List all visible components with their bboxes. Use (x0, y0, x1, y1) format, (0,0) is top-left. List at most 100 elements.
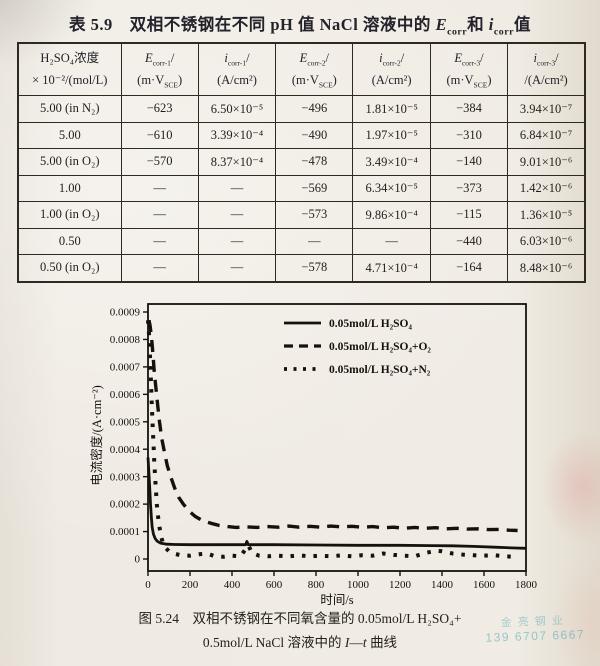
table-cell: −373 (429, 174, 509, 202)
table-cell: — (352, 227, 431, 255)
table-cell: 5.00 (in N₂) (17, 95, 122, 123)
table-cell: −578 (275, 254, 354, 282)
column-header: H₂SO₄浓度 × 10⁻²/(mol/L) (17, 42, 122, 96)
chart-legend: 0.05mol/L H₂SO₄ 0.05mol/L H₂SO₄+O₂ 0.05mol… (284, 318, 431, 376)
table-cell: 1.42×10⁻⁶ (507, 174, 586, 202)
table-cell: — (120, 254, 199, 282)
table-cell: 5.00 (17, 121, 122, 149)
column-header: icorr-1/(A/cm²) (197, 42, 277, 96)
legend-label: 0.05mol/L H₂SO₄+O₂ (329, 341, 431, 353)
table-cell: — (120, 174, 199, 202)
table-cell: 6.84×10⁻⁷ (507, 121, 586, 149)
table-cell: — (120, 227, 199, 255)
y-tick-label: 0.0008 (110, 334, 141, 346)
table-cell: −115 (429, 201, 509, 229)
table-cell: 8.37×10⁻⁴ (197, 148, 277, 176)
table-cell: 3.39×10⁻⁴ (197, 121, 277, 149)
table-row: 1.00 (in O₂) — — −573 9.86×10⁻⁴ −115 1.36×10⁻⁵ (17, 201, 586, 229)
y-tick-label: 0.0007 (110, 361, 141, 373)
table-cell: 1.81×10⁻⁵ (352, 95, 431, 123)
table-cell: 3.49×10⁻⁴ (352, 148, 431, 176)
table-cell: — (120, 201, 199, 229)
x-tick-label: 400 (224, 579, 241, 591)
table-cell: −610 (120, 121, 199, 149)
table-row: 1.00— — −569 6.34×10⁻⁵ −373 1.42×10⁻⁶ (17, 174, 586, 202)
it-curve-chart: 0 0.0001 0.0002 0.0003 0.0004 0.0005 0.0006 0.0… (88, 294, 558, 612)
y-tick-label: 0.0004 (110, 444, 141, 456)
table-cell: 4.71×10⁻⁴ (352, 254, 431, 282)
figure-caption-line1: 图 5.24 双相不锈钢在不同氧含量的 0.05mol/L H₂SO₄+ (138, 611, 462, 626)
x-tick-label: 600 (266, 579, 283, 591)
table-row: 5.00 (in N₂) −623 6.50×10⁻⁵ −496 1.81×10⁻⁵ −3… (17, 95, 586, 123)
x-axis-title: 时间/s (320, 593, 353, 607)
column-header: Ecorr-3/(m·VSCE) (429, 42, 509, 96)
x-tick-label: 1600 (473, 579, 496, 591)
y-tick-label: 0.0001 (110, 526, 140, 538)
series-solid (146, 457, 527, 550)
y-tick-label: 0 (135, 554, 141, 566)
table-cell: 9.01×10⁻⁶ (507, 148, 586, 176)
figure-caption: 图 5.24 双相不锈钢在不同氧含量的 0.05mol/L H₂SO₄+ 0.5… (0, 607, 600, 656)
table-cell: 0.50 (17, 227, 122, 255)
column-header: Ecorr-2/(m·VSCE) (275, 42, 354, 96)
x-tick-label: 1400 (431, 579, 454, 591)
chart-axes: 0 0.0001 0.0002 0.0003 0.0004 0.0005 0.0006 0.0… (89, 303, 538, 607)
table-cell: — (197, 201, 277, 229)
table-cell: 9.86×10⁻⁴ (352, 201, 431, 229)
column-header: icorr-3//(A/cm²) (507, 42, 586, 96)
table-cell: 6.34×10⁻⁵ (352, 174, 431, 202)
table-cell: 6.50×10⁻⁵ (197, 95, 277, 123)
table-cell: 5.00 (in O₂) (17, 148, 122, 176)
table-cell: — (197, 227, 277, 255)
table-cell: −573 (275, 201, 354, 229)
table-row: 5.00 −610 3.39×10⁻⁴ −490 1.97×10⁻⁵ −310 6.84×1… (17, 121, 586, 149)
y-tick-label: 0.0003 (110, 471, 141, 483)
table-row: 0.50 (in O₂) — — −578 4.71×10⁻⁴ −164 8.48×10⁻⁶ (17, 254, 586, 282)
table-cell: 1.00 (17, 174, 122, 202)
chart-canvas: 0 0.0001 0.0002 0.0003 0.0004 0.0005 0.0006 0.0… (89, 303, 538, 607)
x-tick-label: 1000 (347, 579, 370, 591)
column-header: icorr-2/(A/cm²) (352, 42, 431, 96)
x-tick-label: 1200 (389, 579, 412, 591)
y-tick-label: 0.0006 (110, 389, 141, 401)
scan-stain-right (540, 432, 600, 542)
table-cell: — (197, 254, 277, 282)
legend-label: 0.05mol/L H₂SO₄ (329, 318, 412, 330)
table-cell: −496 (275, 95, 354, 123)
table-cell: 0.50 (in O₂) (17, 254, 122, 282)
table-cell: −310 (429, 121, 509, 149)
x-tick-label: 800 (308, 579, 325, 591)
x-tick-label: 0 (145, 579, 151, 591)
column-header: Ecorr-1/(m·VSCE) (120, 42, 199, 96)
y-tick-label: 0.0009 (110, 307, 141, 319)
table-cell: −623 (120, 95, 199, 123)
table-header-row: H₂SO₄浓度 × 10⁻²/(mol/L) Ecorr-1/(m·VSCE) ico… (17, 42, 586, 96)
table-cell: — (275, 227, 354, 255)
figure-caption-line2: 0.5mol/L NaCl 溶液中的 I—t 曲线 (202, 635, 398, 651)
series-dashed (147, 319, 518, 533)
x-tick-label: 200 (182, 579, 199, 591)
table-title: 表 5.9 双相不锈钢在不同 pH 值 NaCl 溶液中的 Ecorr和 ico… (69, 15, 531, 38)
table-cell: 1.36×10⁻⁵ (507, 201, 586, 229)
table-cell: −164 (429, 254, 509, 282)
y-tick-label: 0.0002 (110, 499, 140, 511)
table-row: 5.00 (in O₂) −570 8.37×10⁻⁴ −478 3.49×10⁻⁴ −1… (17, 148, 586, 176)
table-cell: −570 (120, 148, 199, 176)
y-tick-label: 0.0005 (110, 416, 141, 428)
table-cell: 6.03×10⁻⁶ (507, 227, 586, 255)
legend-label: 0.05mol/L H₂SO₄+N₂ (329, 364, 431, 376)
table-cell: 1.97×10⁻⁵ (352, 121, 431, 149)
table-cell: 3.94×10⁻⁷ (507, 95, 586, 123)
table-cell: 8.48×10⁻⁶ (507, 254, 586, 282)
table-cell: −569 (275, 174, 354, 202)
table-cell: −140 (429, 148, 509, 176)
y-axis-title: 电流密度/(A·cm⁻²) (89, 385, 104, 486)
table-cell: −440 (429, 227, 509, 255)
table-cell: 1.00 (in O₂) (17, 201, 122, 229)
table-cell: — (197, 174, 277, 202)
table-cell: −478 (275, 148, 354, 176)
table-cell: −384 (429, 95, 509, 123)
corrosion-data-table: H₂SO₄浓度 × 10⁻²/(mol/L) Ecorr-1/(m·VSCE) ico… (17, 42, 586, 283)
table-row: 0.50— — — — −440 6.03×10⁻⁶ (17, 227, 586, 255)
x-tick-label: 1800 (515, 579, 538, 591)
